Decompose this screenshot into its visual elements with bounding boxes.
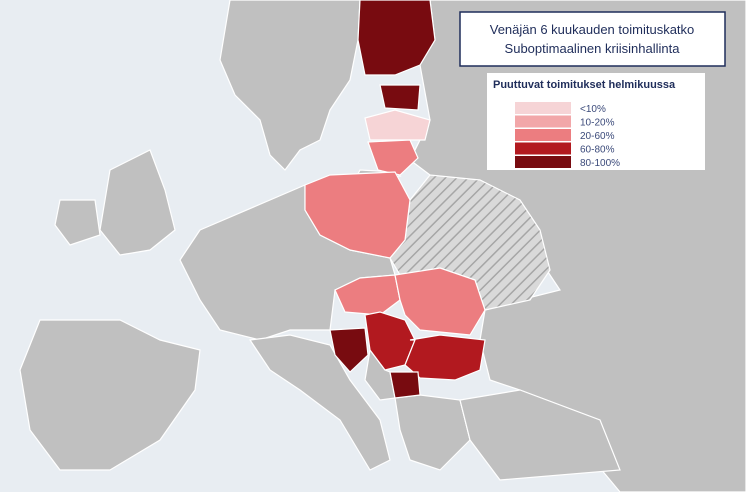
- legend-title: Puuttuvat toimitukset helmikuussa: [493, 79, 676, 91]
- country: [389, 371, 421, 399]
- legend-swatch: [515, 129, 571, 141]
- country: [404, 334, 486, 381]
- country: [357, 0, 436, 76]
- country: [364, 109, 431, 141]
- title-line: Suboptimaalinen kriisinhallinta: [505, 41, 681, 56]
- legend: Puuttuvat toimitukset helmikuussa <10% 10…: [487, 73, 705, 170]
- countries: [304, 0, 486, 399]
- legend-swatch: [515, 102, 571, 114]
- legend-label: 20-60%: [580, 131, 615, 142]
- legend-swatch: [515, 142, 571, 155]
- legend-label: <10%: [580, 104, 606, 115]
- country: [329, 327, 369, 373]
- legend-label: 80-100%: [580, 158, 620, 169]
- country: [304, 171, 411, 259]
- country: [367, 139, 419, 176]
- title-frame: [459, 11, 726, 67]
- country: [394, 267, 486, 336]
- legend-swatch: [515, 115, 571, 128]
- legend-swatch: [515, 156, 571, 168]
- legend-label: 10-20%: [580, 118, 615, 129]
- title-box: Venäjän 6 kuukauden toimituskatko Subopt…: [459, 11, 726, 67]
- legend-label: 60-80%: [580, 145, 615, 156]
- title-line: Venäjän 6 kuukauden toimituskatko: [490, 22, 695, 37]
- country: [379, 84, 421, 111]
- ukraine-hatched: [389, 174, 551, 311]
